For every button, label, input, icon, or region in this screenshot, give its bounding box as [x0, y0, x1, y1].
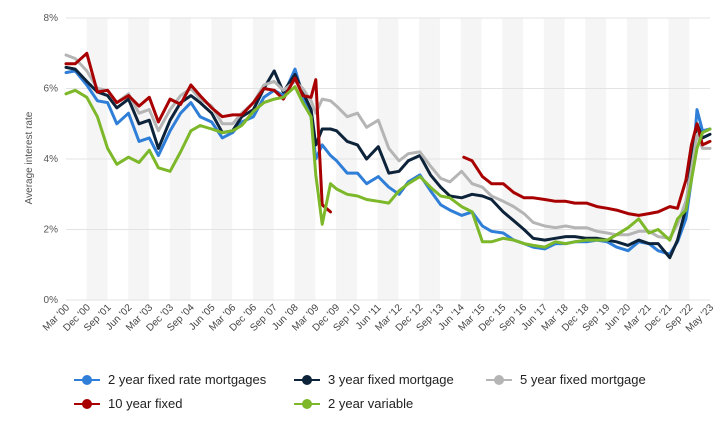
legend-item[interactable]: 2 year fixed rate mortgages: [74, 372, 266, 387]
legend-swatch: [74, 374, 100, 385]
legend-swatch: [294, 374, 320, 385]
legend-item[interactable]: 10 year fixed: [74, 396, 182, 411]
series-lines: [64, 51, 712, 260]
series-line: [64, 67, 712, 256]
y-tick-label: 4%: [44, 154, 59, 165]
legend-item[interactable]: 3 year fixed mortgage: [294, 372, 454, 387]
legend-item[interactable]: 5 year fixed mortgage: [486, 372, 646, 387]
series-line: [64, 51, 712, 217]
legend-label: 5 year fixed mortgage: [520, 372, 646, 387]
legend-label: 3 year fixed mortgage: [328, 372, 454, 387]
y-tick-label: 6%: [44, 84, 59, 95]
y-tick-label: 0%: [44, 295, 59, 306]
y-tick-label: 8%: [44, 13, 59, 24]
legend-label: 2 year variable: [328, 396, 414, 411]
legend-label: 2 year fixed rate mortgages: [108, 372, 267, 387]
legend-swatch: [486, 374, 512, 385]
y-axis-ticks: 0% 2% 4% 6% 8%: [44, 13, 59, 306]
legend-label: 10 year fixed: [108, 396, 183, 411]
y-tick-label: 2%: [44, 225, 59, 236]
legend-swatch: [294, 398, 320, 409]
legend-item[interactable]: 2 year variable: [294, 396, 413, 411]
y-axis-label: Average interest rate: [24, 111, 35, 204]
gridlines: [66, 17, 710, 301]
series-line: [64, 85, 712, 249]
legend-swatch: [74, 398, 100, 409]
